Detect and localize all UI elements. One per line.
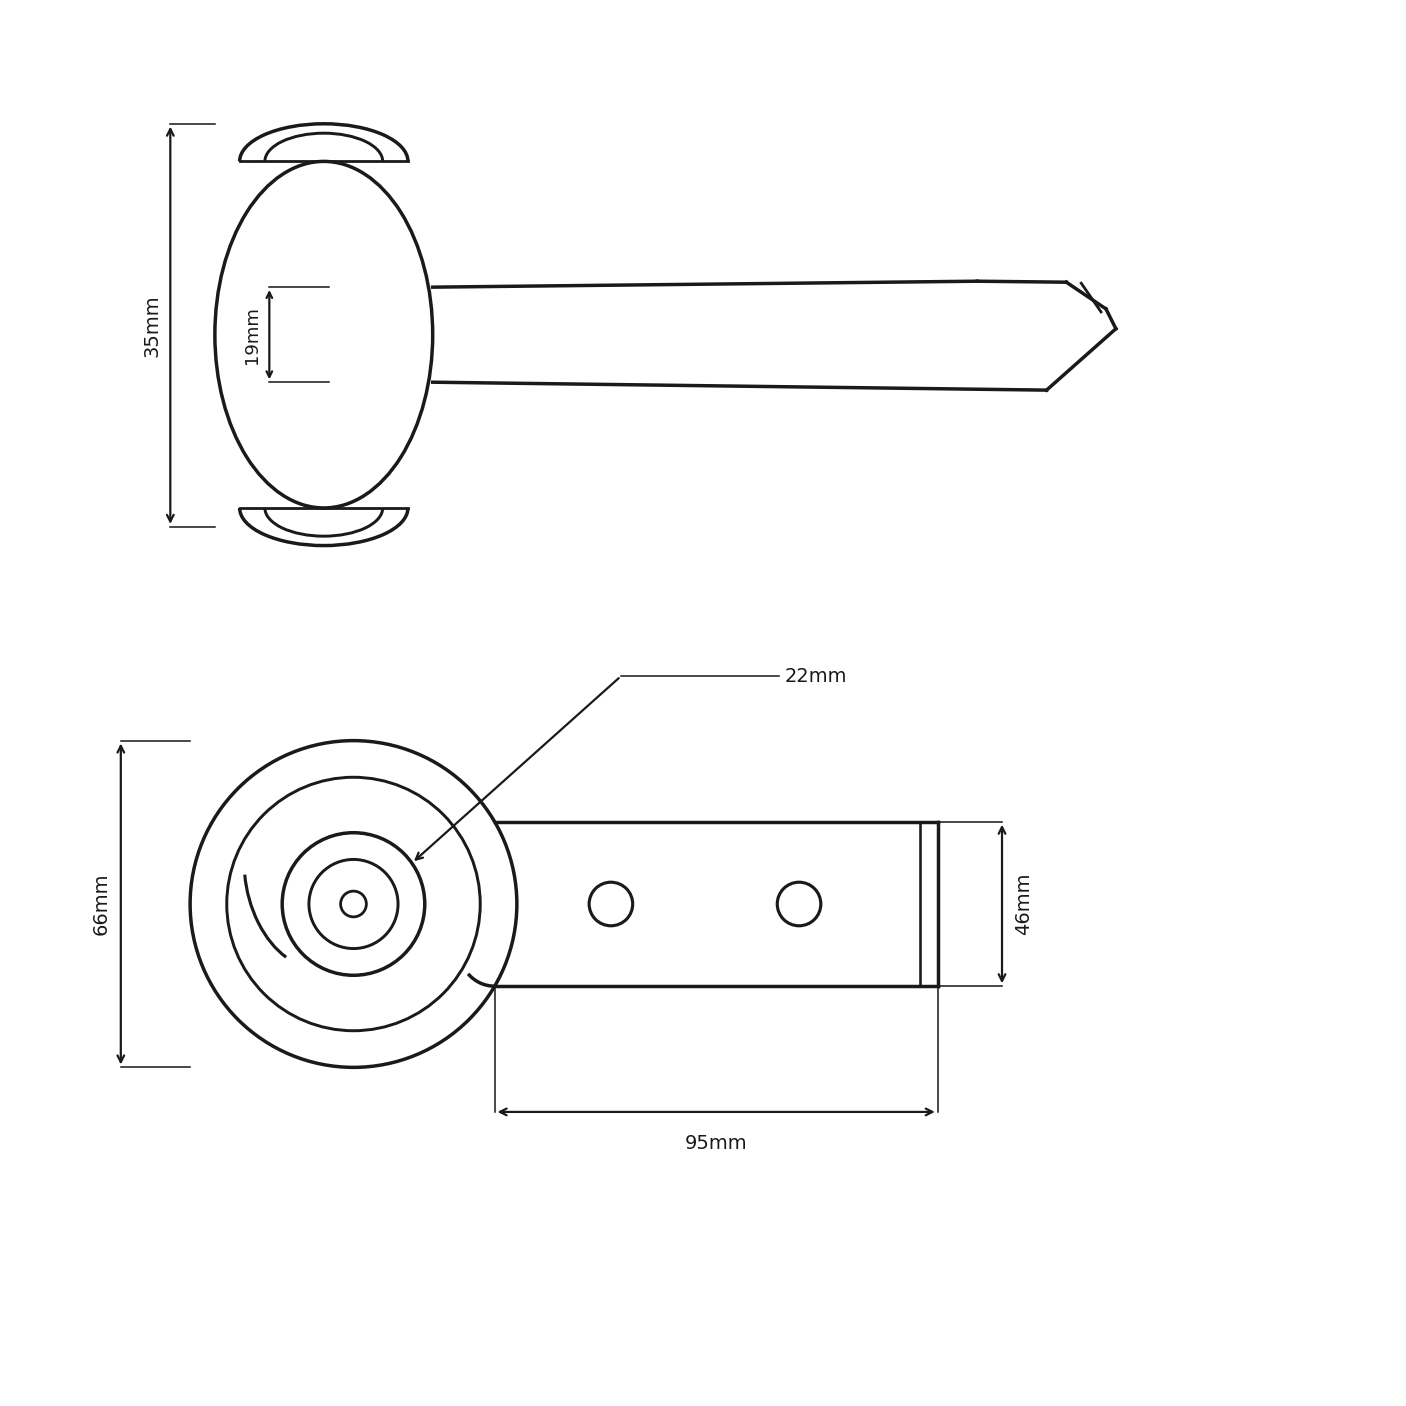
Text: 35mm: 35mm bbox=[143, 294, 162, 357]
Text: 66mm: 66mm bbox=[91, 873, 111, 935]
Text: 19mm: 19mm bbox=[242, 305, 260, 364]
Text: 22mm: 22mm bbox=[785, 666, 846, 686]
Text: 46mm: 46mm bbox=[1014, 873, 1033, 935]
Text: 95mm: 95mm bbox=[685, 1133, 748, 1153]
